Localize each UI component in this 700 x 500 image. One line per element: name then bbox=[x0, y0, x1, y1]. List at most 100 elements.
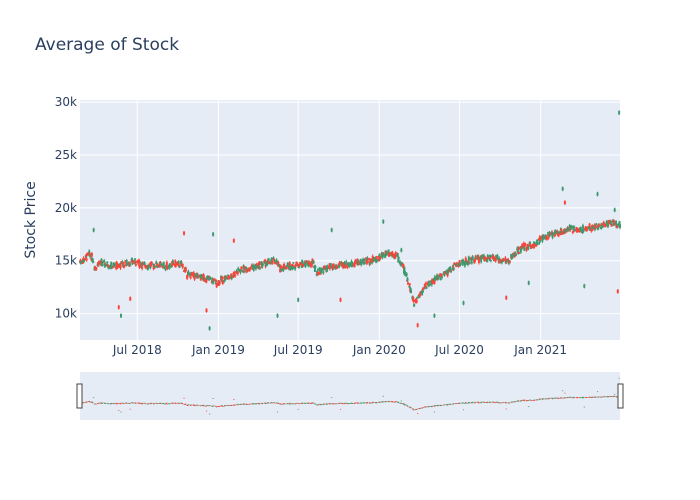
candle-body bbox=[129, 264, 131, 266]
candle-body bbox=[313, 261, 315, 264]
candle-body bbox=[135, 264, 137, 266]
x-tick-labels: Jul 2018 Jan 2019 Jul 2019 Jan 2020 Jul 2020… bbox=[112, 343, 567, 357]
candle-body bbox=[123, 262, 125, 264]
candle-body bbox=[583, 284, 585, 287]
candle-body bbox=[425, 287, 427, 289]
candle-body bbox=[528, 281, 530, 284]
candle-body bbox=[524, 244, 526, 246]
x-tick-label: Jan 2020 bbox=[352, 343, 406, 357]
candle-body bbox=[617, 290, 619, 293]
range-slider-handle-right[interactable] bbox=[618, 384, 623, 408]
candle-body bbox=[179, 265, 181, 267]
candle-body bbox=[287, 263, 289, 266]
candle-decreasing bbox=[518, 252, 520, 254]
candle-body bbox=[271, 261, 273, 264]
candle-body bbox=[425, 283, 427, 285]
candle-body bbox=[416, 297, 418, 299]
candle-body bbox=[463, 261, 465, 263]
candle-body bbox=[400, 249, 402, 252]
candle-body bbox=[151, 262, 153, 264]
candle-body bbox=[410, 290, 412, 293]
candle-body bbox=[114, 263, 116, 266]
candle-body bbox=[376, 260, 378, 262]
candle-increasing bbox=[292, 262, 294, 264]
candle-body bbox=[292, 262, 294, 264]
candle-body bbox=[91, 253, 93, 257]
candle-body bbox=[469, 262, 471, 264]
candle-body bbox=[209, 277, 211, 279]
candle-increasing bbox=[459, 263, 461, 265]
candle-body bbox=[92, 261, 94, 263]
candle-body bbox=[138, 260, 140, 264]
candle-body bbox=[283, 264, 285, 268]
candle-body bbox=[212, 282, 214, 284]
candle-body bbox=[518, 247, 520, 250]
candle-body bbox=[134, 258, 136, 260]
candle-body bbox=[95, 267, 97, 269]
candle-body bbox=[297, 298, 299, 301]
candle-body bbox=[471, 262, 473, 264]
candle-body bbox=[331, 228, 333, 231]
candle-body bbox=[182, 264, 184, 268]
candle-body bbox=[89, 254, 91, 257]
candle-body bbox=[233, 239, 235, 242]
candle-body bbox=[586, 228, 588, 231]
candle-body bbox=[407, 283, 409, 285]
candle-body bbox=[515, 254, 517, 257]
candle-body bbox=[447, 273, 449, 276]
candle-body bbox=[206, 309, 208, 312]
candle-body bbox=[463, 301, 465, 304]
candle-body bbox=[120, 314, 122, 317]
candle-body bbox=[413, 304, 415, 307]
candle-body bbox=[144, 263, 146, 265]
candle-body bbox=[166, 262, 168, 266]
candle-body bbox=[378, 254, 380, 256]
y-tick-label: 15k bbox=[55, 254, 77, 268]
candle-body bbox=[416, 301, 418, 303]
candle-decreasing bbox=[200, 278, 202, 281]
candle-body bbox=[610, 221, 612, 223]
candle-body bbox=[614, 208, 616, 211]
chart-title: Average of Stock bbox=[35, 35, 179, 55]
candle-body bbox=[598, 225, 600, 227]
candle-body bbox=[317, 269, 319, 271]
y-axis-title-text: Stock Price bbox=[23, 181, 39, 258]
plot-area[interactable] bbox=[80, 100, 620, 340]
candle-body bbox=[190, 277, 192, 279]
y-axis-title: Stock Price bbox=[23, 181, 39, 258]
candle-body bbox=[259, 266, 261, 269]
candle-body bbox=[571, 225, 573, 228]
candle-body bbox=[422, 290, 424, 292]
candle-body bbox=[397, 253, 399, 255]
candle-decreasing bbox=[215, 280, 217, 283]
candle-body bbox=[573, 226, 575, 228]
candle-body bbox=[317, 272, 319, 275]
candle-body bbox=[93, 228, 95, 231]
candle-body bbox=[367, 261, 369, 263]
candle-increasing bbox=[533, 241, 535, 243]
candle-body bbox=[187, 276, 189, 278]
candle-body bbox=[234, 272, 236, 275]
candle-body bbox=[221, 277, 223, 279]
candle-body bbox=[200, 278, 202, 280]
x-tick-label: Jul 2018 bbox=[112, 343, 162, 357]
candle-body bbox=[280, 266, 282, 268]
candle-body bbox=[459, 263, 461, 265]
range-slider-handle-left[interactable] bbox=[77, 384, 82, 408]
candle-body bbox=[155, 262, 157, 265]
candle-body bbox=[305, 264, 307, 267]
candle-body bbox=[597, 193, 599, 196]
candle-body bbox=[604, 225, 606, 227]
candle-body bbox=[496, 255, 498, 259]
candle-decreasing bbox=[302, 264, 304, 267]
candle-body bbox=[549, 235, 551, 237]
x-tick-label: Jul 2019 bbox=[273, 343, 323, 357]
candle-body bbox=[619, 224, 621, 228]
range-slider[interactable] bbox=[80, 372, 620, 420]
candle-body bbox=[527, 246, 529, 250]
candle-body bbox=[237, 271, 239, 274]
candle-body bbox=[428, 281, 430, 283]
candle-body bbox=[450, 270, 452, 272]
candle-body bbox=[212, 233, 214, 236]
candle-body bbox=[441, 276, 443, 278]
